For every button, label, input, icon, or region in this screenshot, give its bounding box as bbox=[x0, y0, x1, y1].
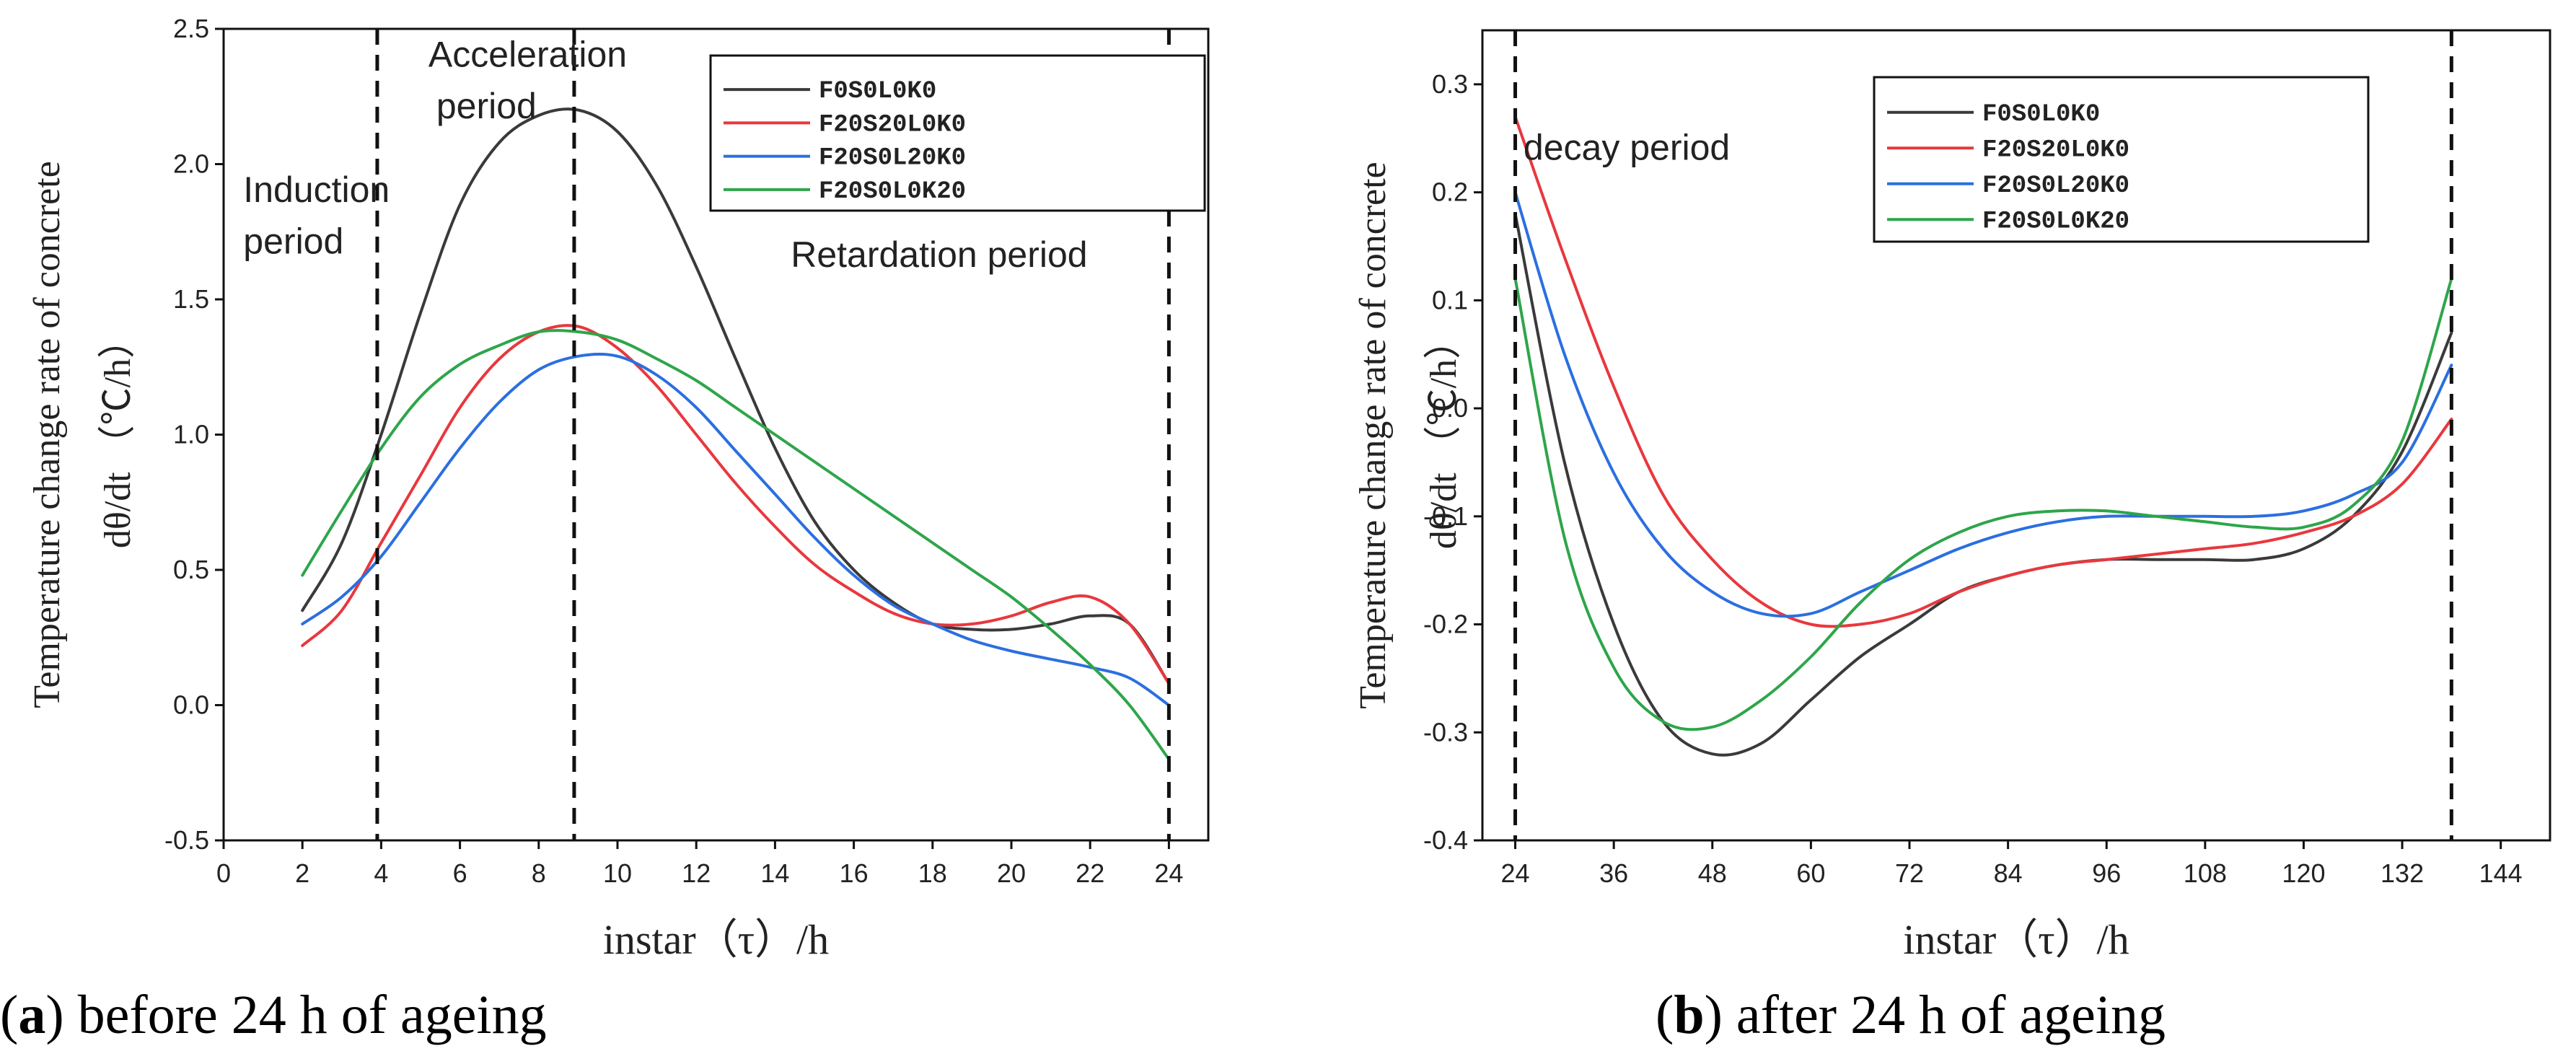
annotation-a-4: Retardation period bbox=[791, 234, 1087, 275]
series-line-a-f0s0l0k0 bbox=[301, 107, 1171, 685]
y-tick-label-a-3: 1.0 bbox=[173, 420, 209, 449]
series-line-b-f20s0l0k20 bbox=[1513, 277, 2453, 731]
x-tick-label-a-7: 14 bbox=[760, 858, 789, 888]
x-tick-label-a-8: 16 bbox=[840, 858, 869, 888]
y-axis-label-b-line2: dθ/dt （℃/h） bbox=[1423, 322, 1464, 549]
x-tick-label-b-9: 132 bbox=[2381, 858, 2424, 888]
plot-frame-b bbox=[1481, 29, 2551, 842]
x-tick-label-b-10: 144 bbox=[2479, 858, 2523, 888]
y-tick-label-b-1: -0.3 bbox=[1423, 717, 1468, 747]
y-tick-label-b-6: 0.2 bbox=[1432, 177, 1468, 207]
x-tick-label-b-5: 84 bbox=[1994, 858, 2023, 888]
legend-label-a-f0s0l0k0: F0S0L0K0 bbox=[819, 78, 936, 105]
y-tick-label-a-6: 2.5 bbox=[173, 14, 209, 43]
legend-label-a-f20s0l20k0: F20S0L20K0 bbox=[819, 145, 966, 172]
series-line-a-f20s0l20k0 bbox=[301, 352, 1171, 707]
annotation-a-2: Induction bbox=[243, 170, 390, 210]
x-tick-label-b-0: 24 bbox=[1501, 858, 1530, 888]
caption-b-letter: b bbox=[1674, 985, 1704, 1045]
caption-a-text: before 24 h of ageing bbox=[78, 985, 547, 1045]
annotation-a-0: Acceleration bbox=[428, 35, 627, 75]
caption-b-open-paren: ( bbox=[1656, 985, 1674, 1045]
y-tick-label-a-1: 0.0 bbox=[173, 690, 209, 720]
annotation-a-3: period bbox=[243, 221, 343, 261]
x-tick-label-a-12: 24 bbox=[1154, 858, 1183, 888]
caption-b-close-paren: ) bbox=[1705, 985, 1736, 1045]
caption-a-letter: a bbox=[18, 985, 45, 1045]
chart-panel-b: -0.4 -0.3 -0.2 -0.1 0.0 0.1 0.2 0.3 24 36 48 60 72 84… bbox=[1353, 29, 2551, 963]
annotation-a-1: period bbox=[436, 86, 537, 126]
legend-box-a bbox=[709, 54, 1206, 212]
x-tick-label-b-3: 60 bbox=[1796, 858, 1825, 888]
x-tick-label-a-9: 18 bbox=[918, 858, 947, 888]
x-axis-label-b: instar（τ）/h bbox=[1903, 916, 2129, 963]
caption-a-close-paren: ) bbox=[45, 985, 77, 1045]
x-tick-label-a-3: 6 bbox=[453, 858, 467, 888]
x-axis-label-a: instar（τ）/h bbox=[603, 916, 829, 963]
legend-label-b-f20s0l20k0: F20S0L20K0 bbox=[1982, 172, 2129, 200]
y-tick-label-a-5: 2.0 bbox=[173, 149, 209, 179]
y-tick-label-b-2: -0.2 bbox=[1423, 610, 1468, 639]
legend-label-b-f0s0l0k0: F0S0L0K0 bbox=[1982, 101, 2100, 128]
x-tick-label-a-11: 22 bbox=[1076, 858, 1104, 888]
series-line-a-f20s0l0k20 bbox=[301, 329, 1171, 761]
legend-box-b bbox=[1873, 76, 2370, 243]
caption-b-text: after 24 h of ageing bbox=[1736, 985, 2166, 1045]
y-tick-label-a-2: 0.5 bbox=[173, 555, 209, 584]
x-tick-label-b-8: 120 bbox=[2282, 858, 2325, 888]
y-tick-label-b-5: 0.1 bbox=[1432, 285, 1468, 315]
x-tick-label-b-7: 108 bbox=[2184, 858, 2227, 888]
annotation-b-0: decay period bbox=[1524, 128, 1730, 168]
series-line-b-f20s20l0k0 bbox=[1513, 115, 2453, 628]
caption-b: (b) after 24 h of ageing bbox=[1656, 985, 2166, 1045]
series-line-b-f20s0l20k0 bbox=[1513, 190, 2453, 618]
x-tick-label-a-6: 12 bbox=[682, 858, 711, 888]
series-line-a-f20s20l0k0 bbox=[301, 324, 1171, 685]
legend-label-b-f20s20l0k0: F20S20L0K0 bbox=[1982, 136, 2129, 164]
chart-panel-a: -0.50.00.51.01.52.02.50 2 4 6 8 10 12 14 16 18 20 2… bbox=[27, 14, 1210, 963]
y-axis-label-b-line1: Temperature change rate of concrete bbox=[1353, 162, 1394, 709]
y-tick-label-b-0: -0.4 bbox=[1423, 825, 1468, 855]
legend-label-b-f20s0l0k20: F20S0L0K20 bbox=[1982, 208, 2129, 235]
y-axis-label-a-line2: dθ/dt （℃/h） bbox=[97, 321, 139, 548]
y-axis-label-a-line1: Temperature change rate of concrete bbox=[27, 161, 68, 708]
caption-a: (a) before 24 h of ageing bbox=[0, 985, 547, 1045]
x-tick-label-a-5: 10 bbox=[603, 858, 632, 888]
x-tick-label-a-0: 0 bbox=[216, 858, 231, 888]
x-tick-label-b-6: 96 bbox=[2092, 858, 2121, 888]
x-tick-label-b-4: 72 bbox=[1895, 858, 1924, 888]
series-line-b-f0s0l0k0 bbox=[1513, 212, 2453, 757]
legend-label-a-f20s0l0k20: F20S0L0K20 bbox=[819, 178, 966, 206]
y-tick-label-b-7: 0.3 bbox=[1432, 69, 1468, 99]
y-tick-label-b-4: 0.0 bbox=[1432, 393, 1468, 423]
legend-label-a-f20s20l0k0: F20S20L0K0 bbox=[819, 111, 966, 139]
y-tick-label-a-4: 1.5 bbox=[173, 284, 209, 314]
x-tick-label-a-4: 8 bbox=[532, 858, 546, 888]
x-tick-label-a-1: 2 bbox=[295, 858, 309, 888]
x-tick-label-b-2: 48 bbox=[1698, 858, 1727, 888]
y-tick-label-b-3: -0.1 bbox=[1423, 501, 1468, 531]
caption-a-open-paren: ( bbox=[0, 985, 18, 1045]
y-tick-label-a-0: -0.5 bbox=[164, 825, 209, 855]
x-tick-label-a-10: 20 bbox=[997, 858, 1026, 888]
x-tick-label-b-1: 36 bbox=[1599, 858, 1628, 888]
x-tick-label-a-2: 4 bbox=[374, 858, 388, 888]
